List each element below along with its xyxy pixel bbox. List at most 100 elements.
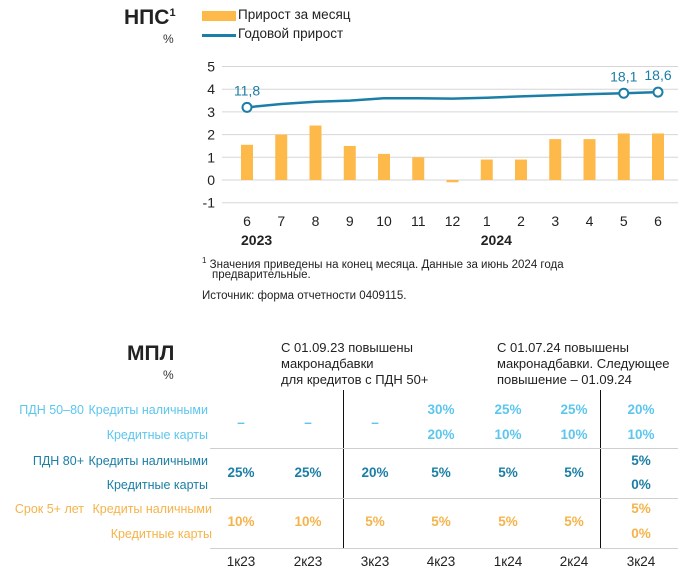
table-cell: 0%	[631, 526, 651, 541]
group-label: ПДН 80+	[32, 454, 84, 468]
bar	[652, 133, 664, 180]
subgroup-label: Кредиты наличными	[88, 403, 208, 417]
group-label: Срок 5+ лет	[14, 502, 84, 516]
bar	[343, 145, 356, 180]
footnote-cont: предварительные.	[212, 269, 311, 281]
legend-line-label: Годовой прирост	[238, 26, 344, 41]
bar	[583, 139, 596, 180]
line-marker	[241, 101, 253, 113]
subgroup-label: Кредитные карты	[110, 527, 212, 541]
bar	[378, 153, 390, 180]
x-tick-label: 1	[483, 213, 491, 229]
mpl-note-2024: С 01.07.24 повышены макронадбавки. Следую…	[497, 340, 670, 387]
table-cell: 25%	[227, 465, 255, 480]
chart-title: НПС1	[124, 6, 176, 29]
quarter-label: 1к23	[226, 554, 256, 569]
table-cell: 5%	[365, 513, 385, 529]
table-cell: 5%	[564, 465, 584, 480]
bar	[275, 134, 288, 180]
y-tick-label: 4	[207, 81, 215, 97]
table-cell: 5%	[631, 453, 651, 468]
bar	[515, 159, 527, 180]
line-data-label: 11,8	[234, 82, 260, 98]
x-tick-label: 6	[243, 213, 251, 229]
table-cell: 25%	[494, 402, 522, 417]
bar	[549, 139, 562, 180]
annual-growth-line	[246, 90, 659, 109]
table-cell: 5%	[431, 513, 451, 529]
y-tick-label: 5	[207, 59, 215, 75]
table-cell: 5%	[564, 513, 584, 529]
x-tick-label: 5	[620, 213, 628, 229]
legend-bar-swatch	[202, 11, 236, 21]
bar	[446, 180, 459, 183]
table-cell: 30%	[427, 402, 455, 417]
table-cell: 10%	[494, 427, 522, 442]
mpl-note-2023: С 01.09.23 повышены макронадбавки для кред…	[281, 340, 429, 387]
row-divider	[210, 448, 678, 449]
x-tick-label: 12	[445, 213, 461, 229]
table-cell: 10%	[627, 427, 655, 442]
divider-3k24	[600, 390, 601, 548]
bar	[480, 159, 493, 180]
bar	[412, 157, 425, 180]
table-cell: 25%	[560, 402, 588, 417]
subgroup-label: Кредитные карты	[106, 428, 208, 442]
table-cell: 10%	[560, 427, 588, 442]
line-data-label: 18,6	[644, 67, 671, 83]
table-cell: –	[237, 414, 245, 430]
line-marker	[618, 87, 630, 99]
line-marker	[652, 86, 664, 98]
quarter-label: 3к23	[360, 554, 390, 569]
quarter-label: 1к24	[493, 554, 523, 569]
table-cell: 5%	[498, 513, 518, 529]
x-tick-label: 2	[517, 213, 525, 229]
mpl-unit: %	[163, 368, 174, 382]
subgroup-label: Кредиты наличными	[88, 454, 208, 468]
y-tick-label: 2	[207, 127, 215, 143]
x-tick-label: 3	[551, 213, 559, 229]
bar	[309, 125, 322, 180]
table-cell: 5%	[431, 465, 451, 480]
year-label: 2024	[481, 232, 512, 248]
table-cell: 0%	[631, 477, 651, 492]
line-data-label: 18,1	[610, 68, 637, 84]
legend-line-swatch	[202, 34, 236, 37]
footnote: 1 Значения приведены на конец месяца. Да…	[202, 256, 564, 271]
source-note: Источник: форма отчетности 0409115.	[202, 290, 407, 302]
x-tick-label: 7	[277, 213, 285, 229]
bar	[617, 133, 630, 180]
group-label: ПДН 50–80	[19, 403, 84, 417]
subgroup-label: Кредиты наличными	[92, 502, 212, 516]
year-label: 2023	[241, 232, 272, 248]
divider-3k23	[343, 390, 344, 548]
subgroup-label: Кредитные карты	[106, 478, 208, 492]
y-tick-label: -1	[203, 195, 216, 211]
y-tick-label: 0	[207, 172, 215, 188]
x-tick-label: 11	[411, 213, 426, 229]
table-cell: –	[304, 414, 312, 430]
bar	[241, 144, 253, 180]
table-cell: –	[371, 414, 379, 430]
table-cell: 10%	[227, 513, 255, 529]
x-tick-label: 8	[312, 213, 320, 229]
y-tick-label: 1	[207, 149, 215, 165]
quarter-label: 4к23	[426, 554, 456, 569]
x-tick-label: 10	[376, 213, 392, 229]
table-cell: 20%	[427, 427, 455, 442]
chart-unit: %	[163, 32, 174, 46]
y-tick-label: 3	[207, 104, 215, 120]
x-tick-label: 4	[586, 213, 594, 229]
table-cell: 20%	[627, 402, 655, 417]
quarter-label: 2к23	[293, 554, 323, 569]
mpl-title: МПЛ	[127, 342, 175, 365]
quarter-label: 2к24	[559, 554, 589, 569]
table-cell: 5%	[631, 501, 651, 516]
legend-bar-label: Прирост за месяц	[238, 7, 351, 22]
table-cell: 20%	[361, 465, 389, 480]
row-divider	[210, 498, 678, 499]
quarter-label: 3к24	[626, 554, 656, 569]
x-tick-label: 6	[654, 213, 662, 229]
row-divider	[210, 548, 678, 549]
